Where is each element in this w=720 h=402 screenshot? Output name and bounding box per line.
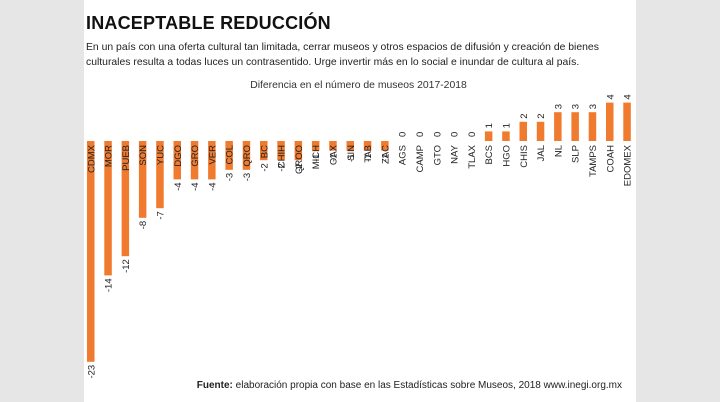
category-label: PUEB — [121, 145, 132, 171]
value-label: 4 — [605, 94, 616, 99]
value-label: -3 — [225, 173, 236, 181]
value-label: -2 — [259, 163, 270, 171]
value-label: -7 — [155, 211, 166, 219]
category-label: AGS — [398, 145, 409, 165]
category-label: DGO — [173, 145, 184, 167]
value-label: -4 — [207, 182, 218, 190]
bar-bc — [260, 141, 268, 161]
category-label: GTO — [432, 145, 443, 165]
category-label: TAMPS — [588, 145, 599, 177]
value-label: 4 — [623, 94, 634, 99]
value-label: -1 — [311, 154, 322, 162]
chart-title: Diferencia en el número de museos 2017-2… — [250, 80, 467, 91]
value-label: 2 — [519, 114, 530, 119]
category-label: MOR — [104, 145, 115, 167]
bar-cdmx — [87, 141, 95, 362]
value-label: -1 — [346, 154, 357, 162]
category-label: CHIH — [277, 145, 288, 168]
bar-jal — [536, 121, 545, 141]
value-label: 0 — [467, 132, 478, 137]
bar-col — [225, 141, 233, 170]
value-label: -4 — [190, 182, 201, 190]
bar-mich — [311, 141, 320, 151]
category-label: SIN — [346, 145, 357, 161]
bar-tamps — [588, 112, 597, 141]
value-label: -8 — [138, 221, 149, 229]
value-label: 3 — [553, 104, 564, 109]
bar-bcs — [484, 131, 493, 141]
category-label: CAMP — [415, 145, 426, 172]
category-label: TLAX — [467, 144, 478, 168]
bar-hgo — [502, 131, 510, 141]
category-label: GRO — [190, 145, 201, 167]
bar-edomex — [623, 102, 631, 141]
category-label: COAH — [605, 145, 616, 173]
bar-qroo — [294, 141, 303, 161]
source-label: Fuente: — [196, 380, 233, 391]
value-label: 1 — [501, 123, 512, 128]
page-title: INACEPTABLE REDUCCIÓN — [86, 13, 331, 33]
bar-slp — [571, 112, 579, 141]
category-label: SLP — [571, 145, 582, 163]
category-label: SON — [138, 145, 149, 166]
bar-son — [138, 141, 147, 218]
bar-nl — [554, 112, 562, 141]
bar-qro — [242, 141, 251, 170]
category-label: NAY — [450, 144, 461, 163]
category-label: CHIS — [519, 145, 530, 168]
category-label: BC — [259, 145, 270, 158]
value-label: -1 — [328, 154, 339, 162]
value-label: 0 — [432, 132, 443, 137]
value-label: 1 — [484, 123, 495, 128]
value-label: -1 — [380, 154, 391, 162]
value-label: -4 — [173, 182, 184, 190]
source-note: Fuente: elaboración propia con base en l… — [197, 380, 622, 391]
value-label: -3 — [242, 173, 253, 181]
bar-mor — [104, 141, 112, 276]
value-label: -23 — [86, 365, 97, 379]
category-label: NL — [553, 145, 564, 157]
value-label: -14 — [104, 278, 115, 292]
bar-chis — [519, 121, 527, 141]
category-label: TAB — [363, 145, 374, 163]
category-label: COL — [225, 145, 236, 165]
bar-sin — [346, 141, 354, 151]
value-label: -2 — [294, 163, 305, 171]
bar-dgo — [173, 141, 181, 180]
value-label: 2 — [536, 114, 547, 119]
category-label: ZAC — [380, 145, 391, 164]
value-label: -1 — [363, 154, 374, 162]
value-label: 3 — [588, 104, 599, 109]
category-label: YUC — [155, 145, 166, 165]
category-label: EDOMEX — [623, 144, 634, 186]
category-label: MICH — [311, 145, 322, 169]
bar-ver — [208, 141, 216, 180]
category-label: CDMX — [86, 144, 97, 173]
value-label: 0 — [415, 132, 426, 137]
category-label: BCS — [484, 145, 495, 165]
value-label: -12 — [121, 259, 132, 273]
bar-coah — [606, 102, 614, 141]
category-label: QROO — [294, 145, 305, 174]
source-text: elaboración propia con base en las Estad… — [232, 380, 622, 391]
bar-yuc — [156, 141, 164, 209]
chart-panel — [84, 0, 636, 402]
category-label: JAL — [536, 145, 547, 161]
category-label: HGO — [501, 145, 512, 167]
bar-chih — [277, 141, 285, 161]
value-label: 0 — [398, 132, 409, 137]
bar-tab — [363, 141, 372, 151]
bar-pueb — [121, 141, 130, 257]
value-label: -2 — [277, 163, 288, 171]
bar-oax — [329, 141, 337, 151]
value-label: 3 — [571, 104, 582, 109]
intro-text: En un país con una oferta cultural tan l… — [86, 42, 599, 68]
value-label: 0 — [450, 132, 461, 137]
bar-gro — [190, 141, 199, 180]
category-label: OAX — [328, 144, 339, 165]
category-label: VER — [207, 145, 218, 165]
bar-zac — [381, 141, 389, 151]
category-label: QRO — [242, 145, 253, 167]
